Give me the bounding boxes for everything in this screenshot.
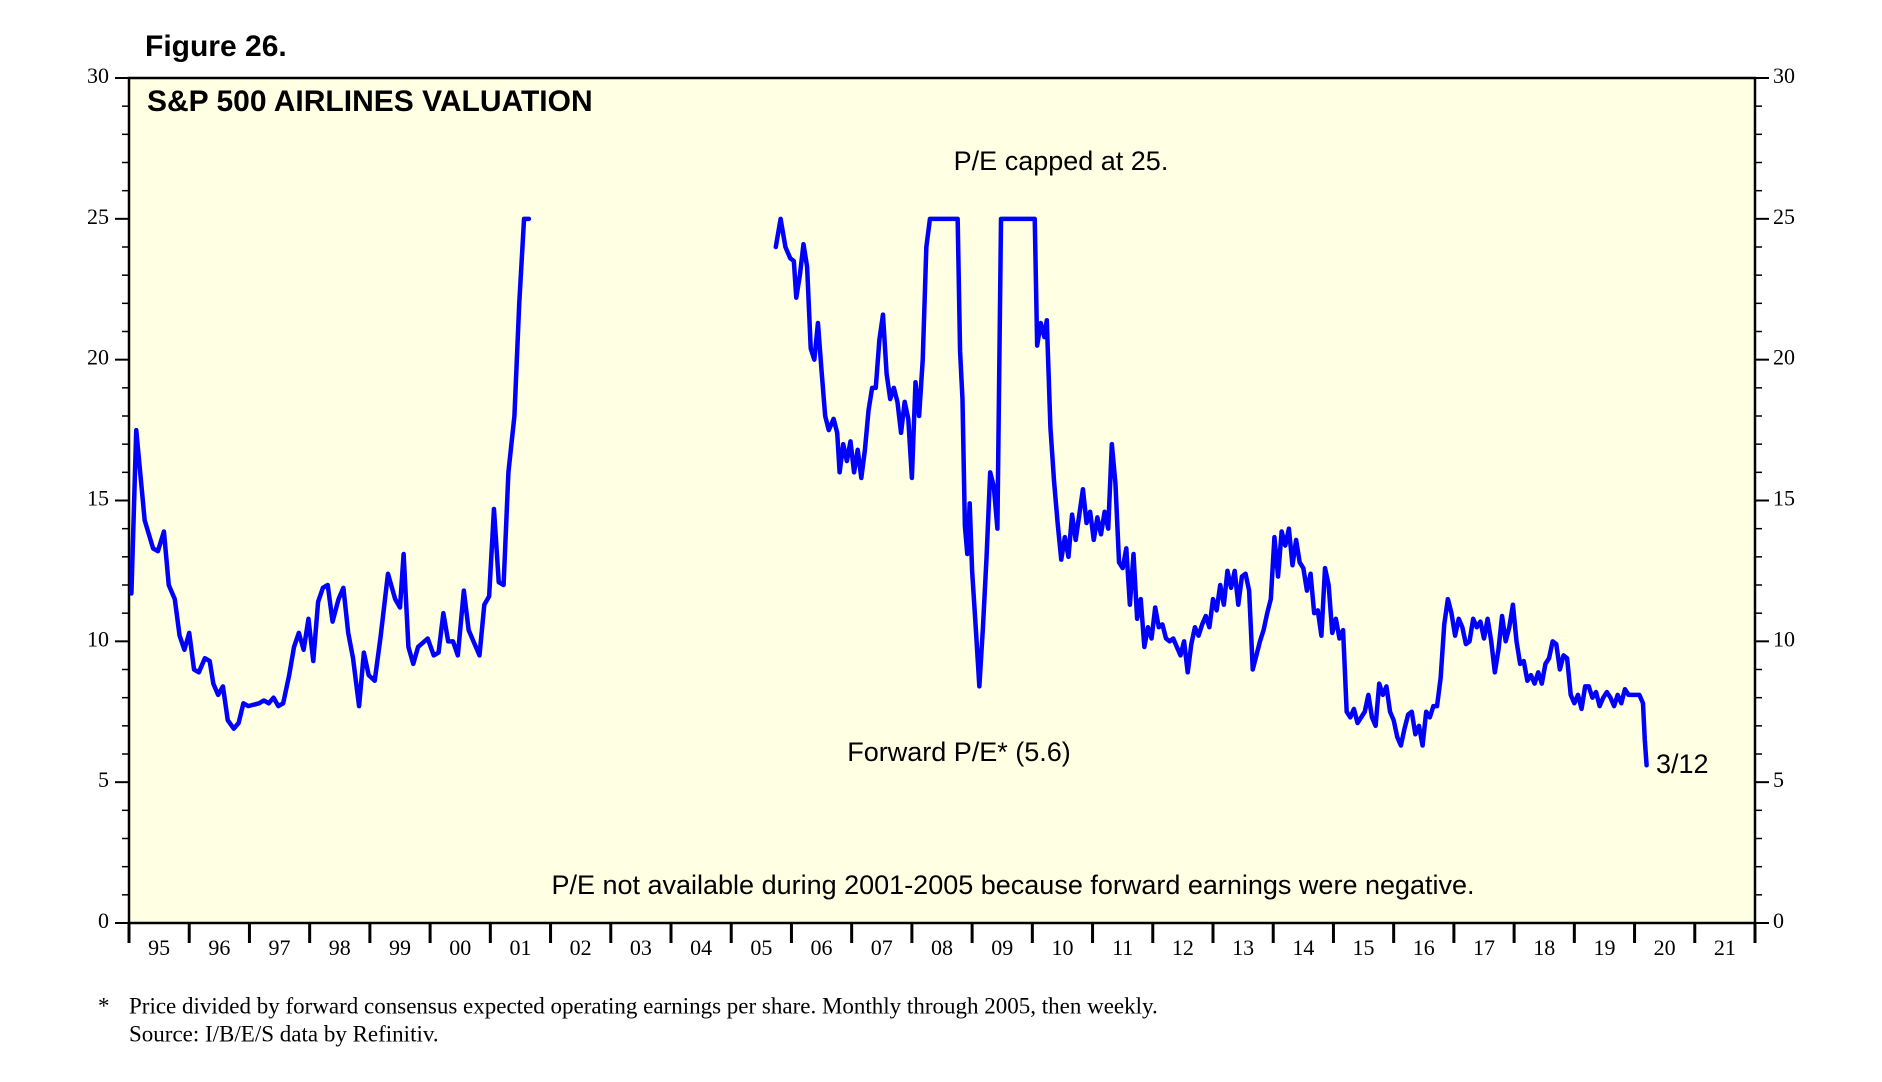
x-tick-label: 06 (811, 935, 833, 960)
x-tick-label: 11 (1112, 935, 1133, 960)
x-tick-label: 05 (750, 935, 772, 960)
x-tick-label: 16 (1413, 935, 1435, 960)
x-tick-label: 98 (329, 935, 351, 960)
footnote: Price divided by forward consensus expec… (129, 993, 1158, 1018)
x-tick-label: 97 (269, 935, 291, 960)
x-tick-label: 09 (991, 935, 1013, 960)
end-label: 3/12 (1656, 749, 1709, 779)
x-tick-label: 15 (1353, 935, 1375, 960)
x-tick-label: 00 (449, 935, 471, 960)
y2-tick-label: 10 (1773, 626, 1795, 651)
x-tick-label: 21 (1714, 935, 1736, 960)
x-tick-label: 12 (1172, 935, 1194, 960)
x-tick-label: 02 (570, 935, 592, 960)
y2-tick-label: 25 (1773, 204, 1795, 229)
x-tick-label: 01 (509, 935, 531, 960)
x-tick-label: 04 (690, 935, 712, 960)
x-tick-label: 08 (931, 935, 953, 960)
y2-tick-label: 15 (1773, 486, 1795, 511)
footnote-mark: * (98, 993, 110, 1018)
y-tick-label: 30 (87, 63, 109, 88)
plot-area (127, 76, 1757, 925)
y2-tick-label: 0 (1773, 908, 1784, 933)
y-tick-label: 10 (87, 626, 109, 651)
chart-title: S&P 500 AIRLINES VALUATION (147, 85, 593, 118)
y-tick-label: 20 (87, 345, 109, 370)
x-tick-label: 07 (871, 935, 893, 960)
y-tick-label: 0 (98, 908, 109, 933)
y2-tick-label: 5 (1773, 767, 1784, 792)
annotation: P/E not available during 2001-2005 becau… (551, 870, 1474, 900)
x-tick-label: 03 (630, 935, 652, 960)
y-tick-label: 25 (87, 204, 109, 229)
y-tick-label: 15 (87, 486, 109, 511)
x-tick-label: 14 (1292, 935, 1314, 960)
x-tick-label: 99 (389, 935, 411, 960)
x-tick-label: 19 (1593, 935, 1615, 960)
annotation: P/E capped at 25. (954, 146, 1169, 176)
x-tick-label: 10 (1051, 935, 1073, 960)
figure-label: Figure 26. (145, 30, 287, 63)
x-tick-label: 20 (1654, 935, 1676, 960)
y-tick-label: 5 (98, 767, 109, 792)
x-tick-label: 13 (1232, 935, 1254, 960)
x-tick-label: 18 (1533, 935, 1555, 960)
x-tick-label: 95 (148, 935, 170, 960)
y2-tick-label: 20 (1773, 345, 1795, 370)
series-line (129, 216, 1649, 768)
series-label: Forward P/E* (5.6) (847, 737, 1071, 767)
x-tick-label: 96 (208, 935, 230, 960)
y2-tick-label: 30 (1773, 63, 1795, 88)
x-tick-label: 17 (1473, 935, 1495, 960)
source-note: Source: I/B/E/S data by Refinitiv. (129, 1021, 439, 1046)
